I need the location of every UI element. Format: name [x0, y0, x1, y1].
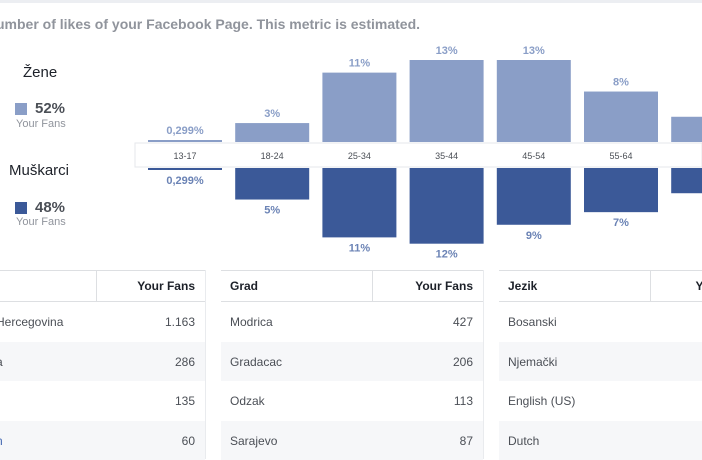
- table-row[interactable]: 135: [0, 381, 205, 421]
- table-row[interactable]: English (US): [499, 381, 702, 421]
- bar-women-45-54[interactable]: [497, 60, 571, 142]
- header-divider: [372, 271, 373, 301]
- row-name: Modrica: [230, 315, 273, 329]
- category-label-45-54: 45-54: [522, 151, 545, 161]
- row-fans-count: 206: [453, 355, 473, 369]
- table-header: Your Fans: [0, 270, 205, 302]
- table-row[interactable]: Hercegovina 1.163: [0, 302, 205, 342]
- bar-men-55-64[interactable]: [584, 168, 658, 212]
- header-divider: [650, 271, 651, 301]
- row-fans-count: 87: [460, 434, 473, 448]
- column-header-your-fans[interactable]: Your Fans: [137, 279, 195, 293]
- row-fans-count: 427: [453, 315, 473, 329]
- table-body: Modrica 427 Gradacac 206 Odzak 113 Sarajevo 87: [221, 302, 483, 460]
- row-name: Dutch: [508, 434, 539, 448]
- bar-men-25-34[interactable]: [322, 168, 396, 237]
- age-gender-chart: 0,299% 0,299% 13-17 3% 5% 18-24 11% 11% 25-34 13%…: [0, 40, 702, 265]
- label-men-18-24: 5%: [264, 205, 280, 217]
- row-name: a: [0, 355, 3, 369]
- column-divider: [205, 270, 206, 459]
- bar-women-35-44[interactable]: [410, 60, 484, 142]
- label-men-13-17: 0,299%: [166, 175, 204, 187]
- table-row[interactable]: a 286: [0, 342, 205, 382]
- bar-women-55-64[interactable]: [584, 92, 658, 142]
- table-header: Grad Your Fans: [221, 270, 483, 302]
- table-row[interactable]: Bosanski: [499, 302, 702, 342]
- metric-description: umber of likes of your Facebook Page. Th…: [0, 16, 420, 32]
- bar-men-65+[interactable]: [671, 168, 702, 193]
- table-body: Bosanski Njemački English (US) Dutch: [499, 302, 702, 460]
- column-divider: [483, 270, 484, 459]
- column-header-name[interactable]: Grad: [230, 279, 258, 293]
- country-table: Your Fans Hercegovina 1.163 a 286 135 n 60: [0, 270, 205, 459]
- row-name: n: [0, 434, 3, 448]
- row-fans-count: 1.163: [165, 315, 195, 329]
- row-name: Bosanski: [508, 315, 557, 329]
- header-divider: [96, 271, 97, 301]
- row-name: Hercegovina: [0, 315, 63, 329]
- category-label-13-17: 13-17: [173, 151, 196, 161]
- table-row[interactable]: n 60: [0, 421, 205, 460]
- column-header-your-fans[interactable]: Your Fans: [415, 279, 473, 293]
- bar-women-25-34[interactable]: [322, 73, 396, 142]
- row-name: Odzak: [230, 394, 265, 408]
- category-label-55-64: 55-64: [609, 151, 632, 161]
- row-fans-count: 60: [182, 434, 195, 448]
- bar-men-13-17[interactable]: [148, 168, 222, 170]
- table-row[interactable]: Gradacac 206: [221, 342, 483, 382]
- table-row[interactable]: Sarajevo 87: [221, 421, 483, 460]
- bar-women-13-17[interactable]: [148, 140, 222, 142]
- label-women-35-44: 13%: [436, 45, 458, 57]
- label-women-13-17: 0,299%: [166, 125, 204, 137]
- label-women-55-64: 8%: [613, 77, 629, 89]
- table-row[interactable]: Njemački: [499, 342, 702, 382]
- row-name: Sarajevo: [230, 434, 277, 448]
- row-fans-count: 135: [175, 394, 195, 408]
- language-table: Jezik Yo Bosanski Njemački English (US) Dutch: [499, 270, 702, 459]
- city-table: Grad Your Fans Modrica 427 Gradacac 206 Odzak 1…: [221, 270, 483, 459]
- table-row[interactable]: Odzak 113: [221, 381, 483, 421]
- label-women-45-54: 13%: [523, 45, 545, 57]
- column-header-your-fans[interactable]: Yo: [696, 279, 702, 293]
- column-header-name[interactable]: Jezik: [508, 279, 537, 293]
- row-name: Njemački: [508, 355, 557, 369]
- label-men-35-44: 12%: [436, 249, 458, 261]
- category-label-35-44: 35-44: [435, 151, 458, 161]
- bar-men-18-24[interactable]: [235, 168, 309, 200]
- table-body: Hercegovina 1.163 a 286 135 n 60: [0, 302, 205, 460]
- label-men-55-64: 7%: [613, 217, 629, 229]
- label-men-45-54: 9%: [526, 230, 542, 242]
- row-fans-count: 286: [175, 355, 195, 369]
- bar-women-65+[interactable]: [671, 117, 702, 142]
- row-name: English (US): [508, 394, 575, 408]
- table-header: Jezik Yo: [499, 270, 702, 302]
- top-border: [0, 0, 702, 3]
- category-label-25-34: 25-34: [348, 151, 371, 161]
- table-row[interactable]: Dutch: [499, 421, 702, 460]
- bar-women-18-24[interactable]: [235, 123, 309, 142]
- label-men-25-34: 11%: [349, 242, 371, 254]
- row-name: Gradacac: [230, 355, 282, 369]
- label-women-25-34: 11%: [349, 58, 371, 70]
- row-fans-count: 113: [454, 394, 473, 408]
- category-label-18-24: 18-24: [261, 151, 284, 161]
- table-row[interactable]: Modrica 427: [221, 302, 483, 342]
- bar-men-45-54[interactable]: [497, 168, 571, 225]
- label-women-18-24: 3%: [264, 108, 280, 120]
- bar-men-35-44[interactable]: [410, 168, 484, 244]
